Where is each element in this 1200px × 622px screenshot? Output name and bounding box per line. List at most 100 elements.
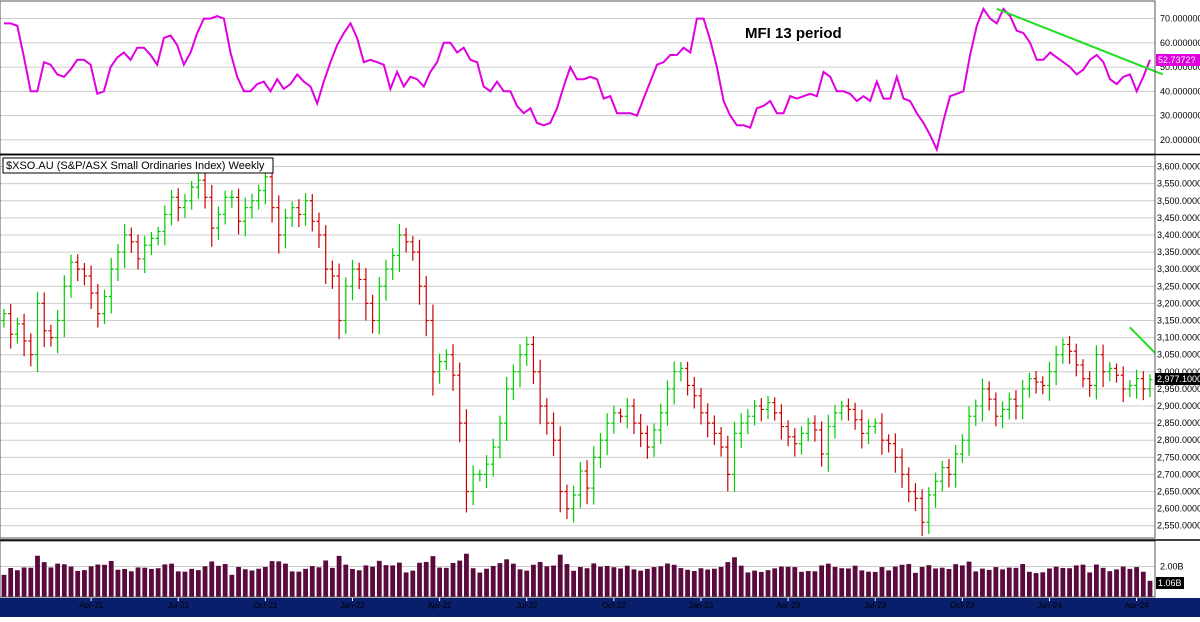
date-tick-label: Oct-23 [950,601,975,610]
ohlc-bar [276,195,282,254]
ohlc-bar [879,413,885,455]
price-tick-label: 2,800.0000 [1157,435,1200,445]
ohlc-bar [644,425,650,459]
volume-bar [1147,580,1153,597]
volume-bar [711,568,717,597]
ohlc-bar [1127,380,1133,398]
volume-bar [195,570,201,597]
ohlc-bar [182,193,188,218]
ohlc-bar [189,181,195,210]
ohlc-bar [28,333,34,367]
ohlc-bar [1006,392,1012,420]
volume-bar [624,565,630,597]
volume-bar [316,567,322,597]
volume-bar [1087,572,1093,597]
price-grid [0,166,1155,527]
ohlc-bar [61,275,67,338]
ohlc-bar [128,227,134,253]
ohlc-bar [195,172,201,199]
ohlc-bar [604,413,610,456]
ohlc-bar [1087,371,1093,397]
ohlc-bar [215,206,221,241]
ohlc-bar [410,235,416,261]
volume-bar [872,571,878,597]
ohlc-bar [1073,343,1079,377]
price-title-box [2,157,274,174]
volume-bar [1073,565,1079,597]
ohlc-bar [463,409,469,513]
ohlc-bar [343,277,349,335]
date-tick-label: Jan-24 [1037,601,1062,610]
volume-bar [276,561,282,597]
ohlc-bar [664,380,670,426]
date-axis-labels: Apr-21 Jul-21 Oct-21 Jan-22 Apr-22 Jul-22 Oct-… [79,598,1149,610]
volume-bar [155,568,161,597]
volume-bar [611,567,617,597]
volume-panel-border [0,540,1156,598]
volume-bar [262,566,268,597]
ohlc-bar [912,483,918,511]
volume-bar [504,559,510,597]
ohlc-bar [8,304,14,349]
mfi-tick-label: 50.000000 [1160,62,1200,72]
ohlc-bar [450,344,456,391]
date-tick-label: Jan-23 [689,601,714,610]
mfi-tick-label: 40.000000 [1160,86,1200,96]
ohlc-bar [417,239,423,305]
ohlc-bar [236,188,242,235]
ohlc-bar [88,265,94,309]
volume-bar [524,570,530,597]
ohlc-bar [584,460,590,505]
date-tick-label: Apr-21 [79,601,104,610]
mfi-last-value-badge: 52.7372? [1156,54,1200,66]
volume-bar [892,566,898,597]
ohlc-bar [396,223,402,273]
volume-bar [926,565,932,597]
volume-bar [182,571,188,597]
ohlc-bar [289,201,295,227]
ohlc-bar [812,415,818,442]
volume-bar [1114,569,1119,597]
ohlc-bar [765,396,771,420]
ohlc-bar [477,469,483,482]
ohlc-bar [524,336,530,366]
ohlc-bar [1120,366,1126,403]
volume-bar [1134,567,1139,597]
ohlc-bar [725,435,731,492]
volume-bar [303,568,308,597]
ohlc-bar [979,378,985,422]
price-title: $XSO.AU (S&P/ASX Small Ordinaries Index)… [6,160,265,172]
ohlc-bar [490,438,496,477]
volume-bar [1093,564,1099,597]
ohlc-bar [1107,362,1113,382]
ohlc-bar [597,433,603,468]
volume-bar [470,568,476,597]
volume-bar [819,565,825,597]
ohlc-bar [504,377,510,441]
price-tick-label: 3,550.0000 [1157,179,1200,189]
price-tick-label: 2,550.0000 [1157,521,1200,531]
ohlc-bar [21,313,27,357]
volume-bar [986,569,992,597]
ohlc-bar [571,485,577,523]
volume-bar [1080,564,1086,597]
ohlc-bar [678,361,684,382]
ohlc-bar [68,254,74,298]
ohlc-bar [577,462,583,509]
volume-bar [564,564,570,597]
ohlc-bar [537,359,543,425]
volume-bar [805,571,811,597]
volume-bar [88,566,94,597]
volume-bar [149,568,154,597]
volume-bar [323,560,329,597]
ohlc-bar [845,398,851,421]
volume-bar [1033,573,1039,597]
ohlc-bar [799,426,805,455]
ohlc-bar [363,268,369,321]
ohlc-bar [209,184,215,247]
volume-bar [658,566,664,597]
volume-bar [718,566,724,597]
volume-bar [1127,568,1133,597]
volume-bar [725,562,731,597]
price-panel-border [0,154,1156,539]
